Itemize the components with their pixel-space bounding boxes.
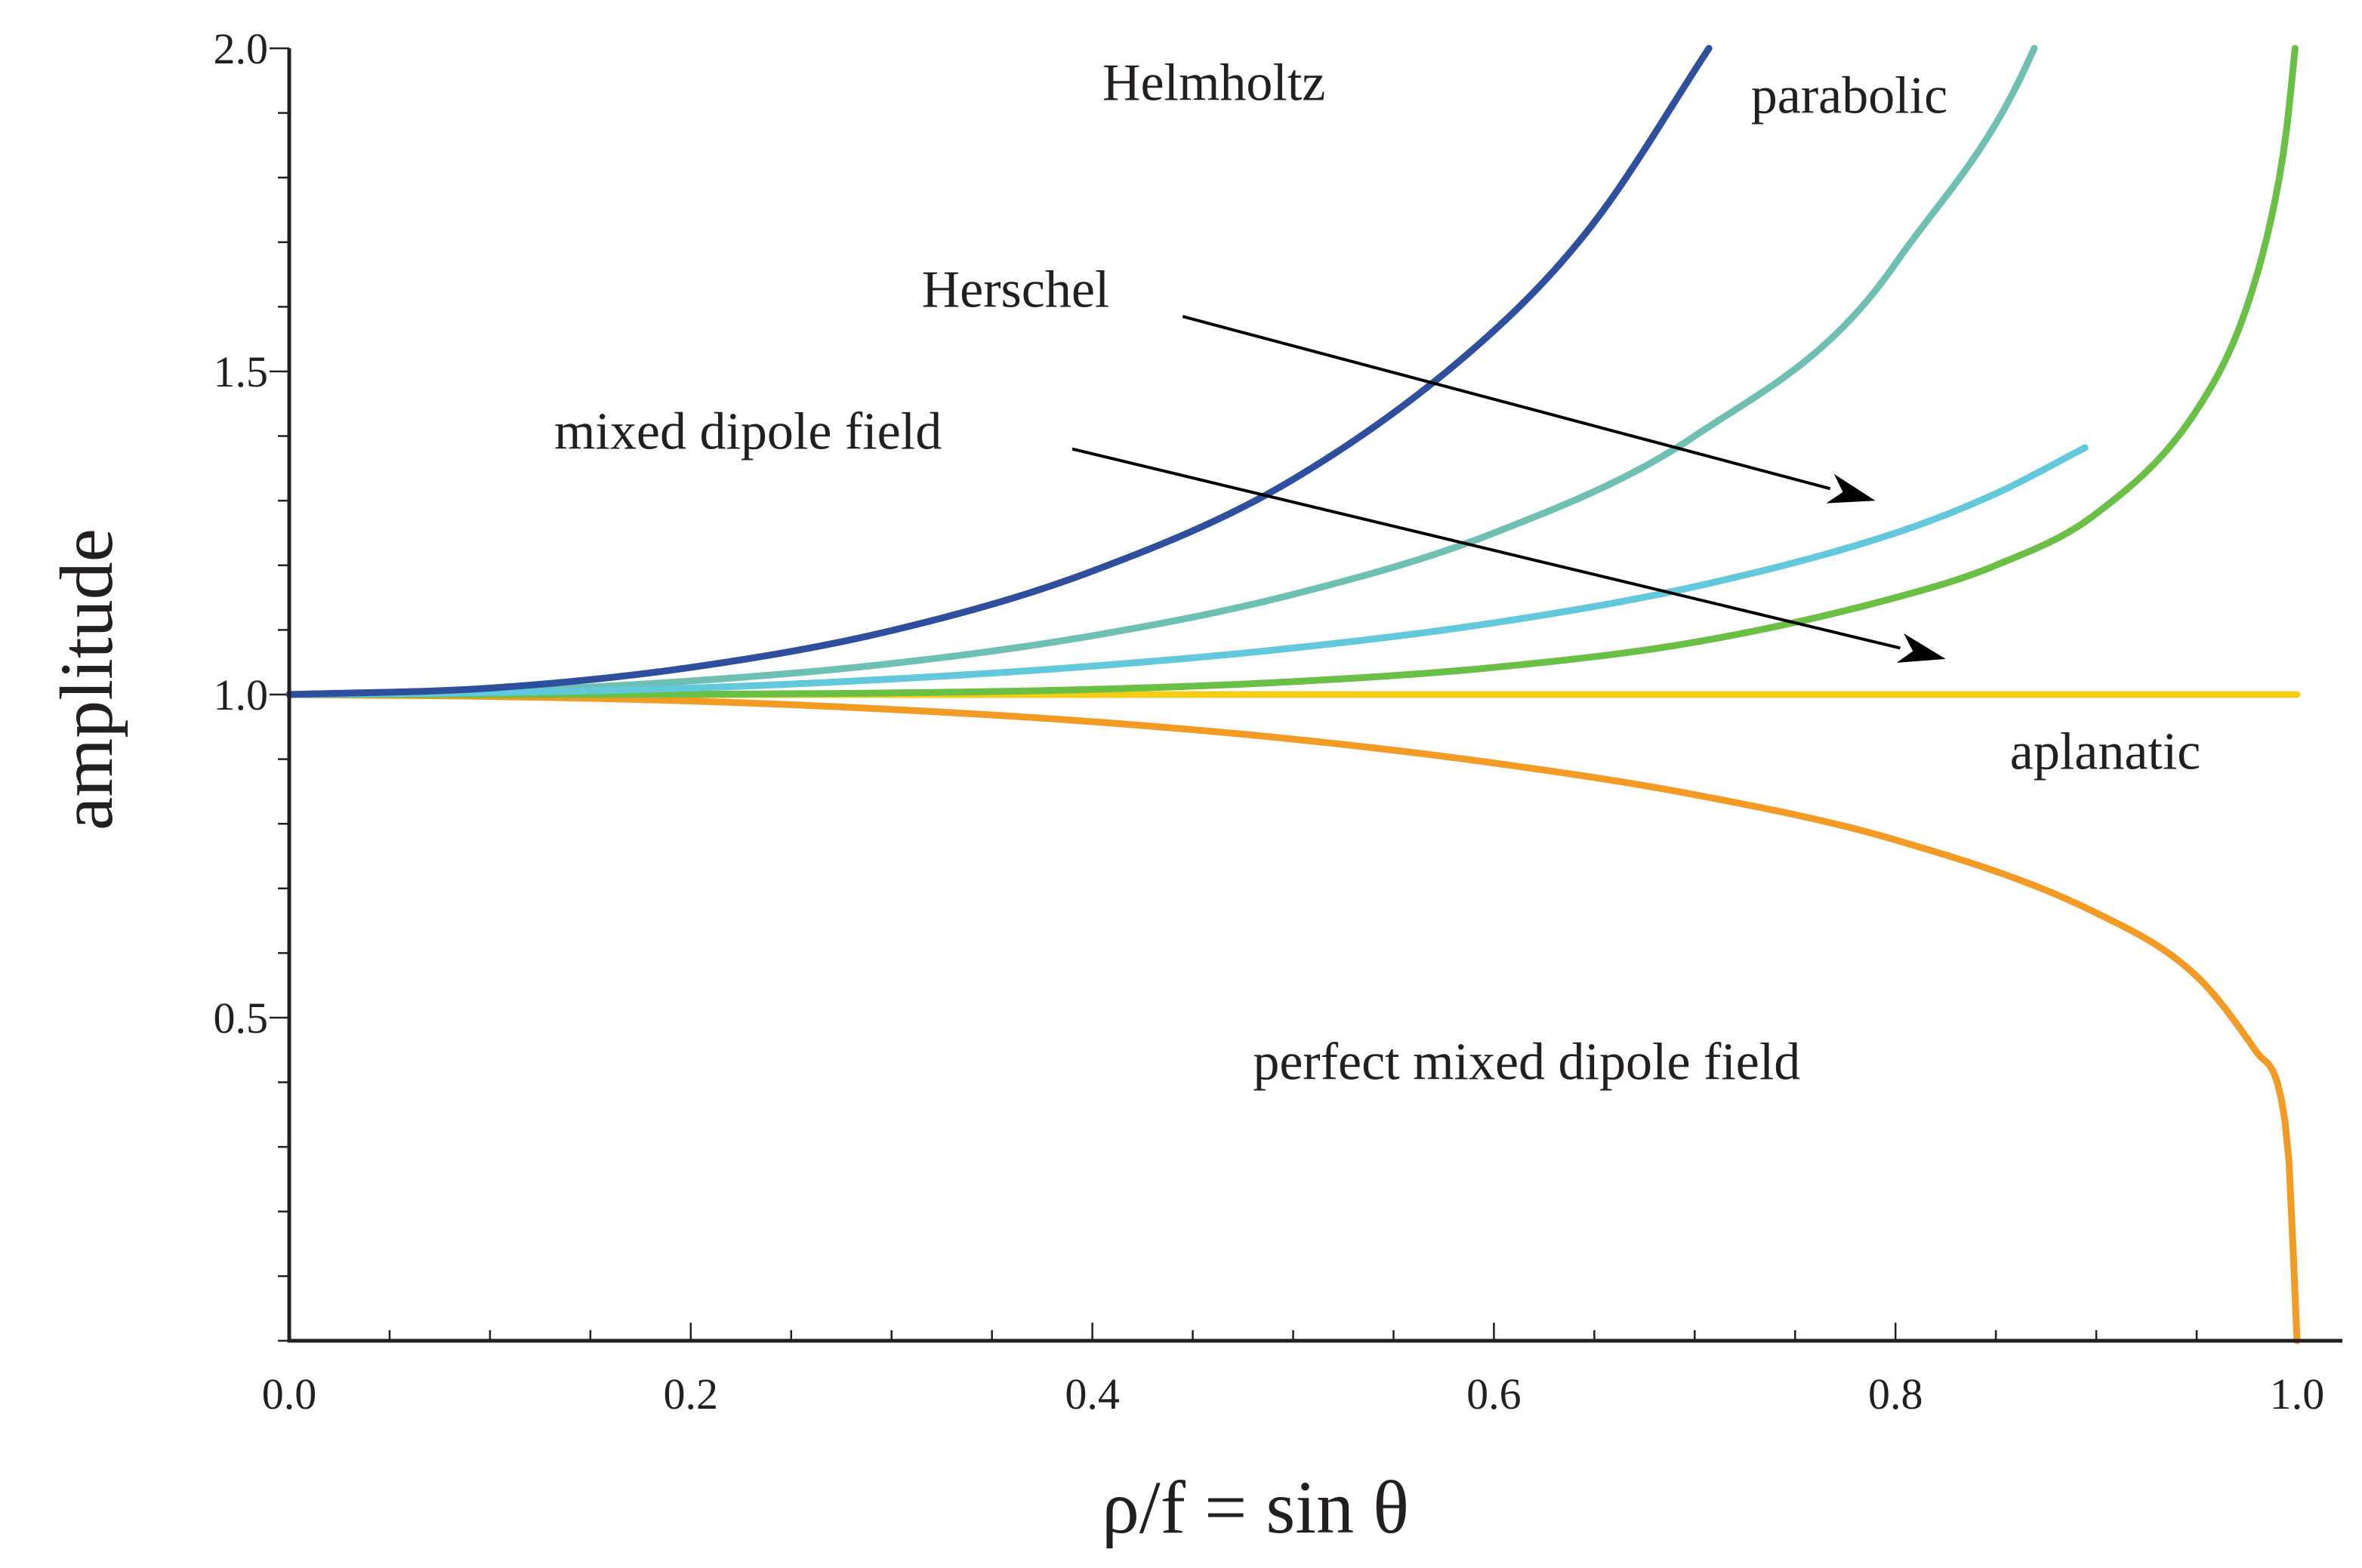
arrowhead-mixed-dipole-field — [1896, 633, 1946, 663]
x-tick-label: 1.0 — [2270, 1369, 2325, 1419]
label-parabolic: parabolic — [1751, 67, 1947, 125]
label-mixed-dipole-field: mixed dipole field — [554, 403, 942, 461]
curve-annotations: Helmholtz parabolic Herschel mixed dipole f… — [554, 54, 2200, 1091]
series-perfect-mixed-dipole-field-line — [285, 691, 2301, 1345]
x-tick-label: 0.0 — [262, 1369, 317, 1419]
label-helmholtz: Helmholtz — [1102, 54, 1325, 112]
y-tick-label: 1.0 — [214, 670, 269, 719]
series-mixed-dipole-field-line — [285, 45, 2299, 698]
series-helmholtz-line — [285, 45, 1713, 698]
x-axis-title: ρ/f = sin θ — [1102, 1465, 1409, 1549]
tick-labels: 0.0 0.2 0.4 0.6 0.8 1.0 0.5 1.0 1.5 2.0 — [214, 24, 2325, 1419]
label-perfect-mixed-dipole-field: perfect mixed dipole field — [1253, 1033, 1800, 1091]
arrow-mixed-dipole-field — [1072, 447, 1901, 650]
y-tick-label: 0.5 — [214, 993, 269, 1043]
axes — [287, 48, 2342, 1343]
x-tick-label: 0.4 — [1065, 1369, 1120, 1419]
x-tick-label: 0.6 — [1466, 1369, 1522, 1419]
label-aplanatic: aplanatic — [2010, 722, 2201, 781]
series-herschel-line — [285, 45, 2038, 698]
x-tick-label: 0.2 — [664, 1369, 719, 1419]
arrow-herschel — [1182, 315, 1831, 491]
x-tick-label: 0.8 — [1868, 1369, 1923, 1419]
series-parabolic-line — [285, 444, 2089, 698]
data-curves — [285, 45, 2301, 1345]
y-tick-label: 1.5 — [214, 347, 269, 396]
arrowhead-herschel — [1826, 473, 1876, 504]
label-herschel: Herschel — [922, 260, 1110, 319]
y-axis-title: amplitude — [45, 528, 128, 830]
y-tick-label: 2.0 — [214, 24, 269, 73]
